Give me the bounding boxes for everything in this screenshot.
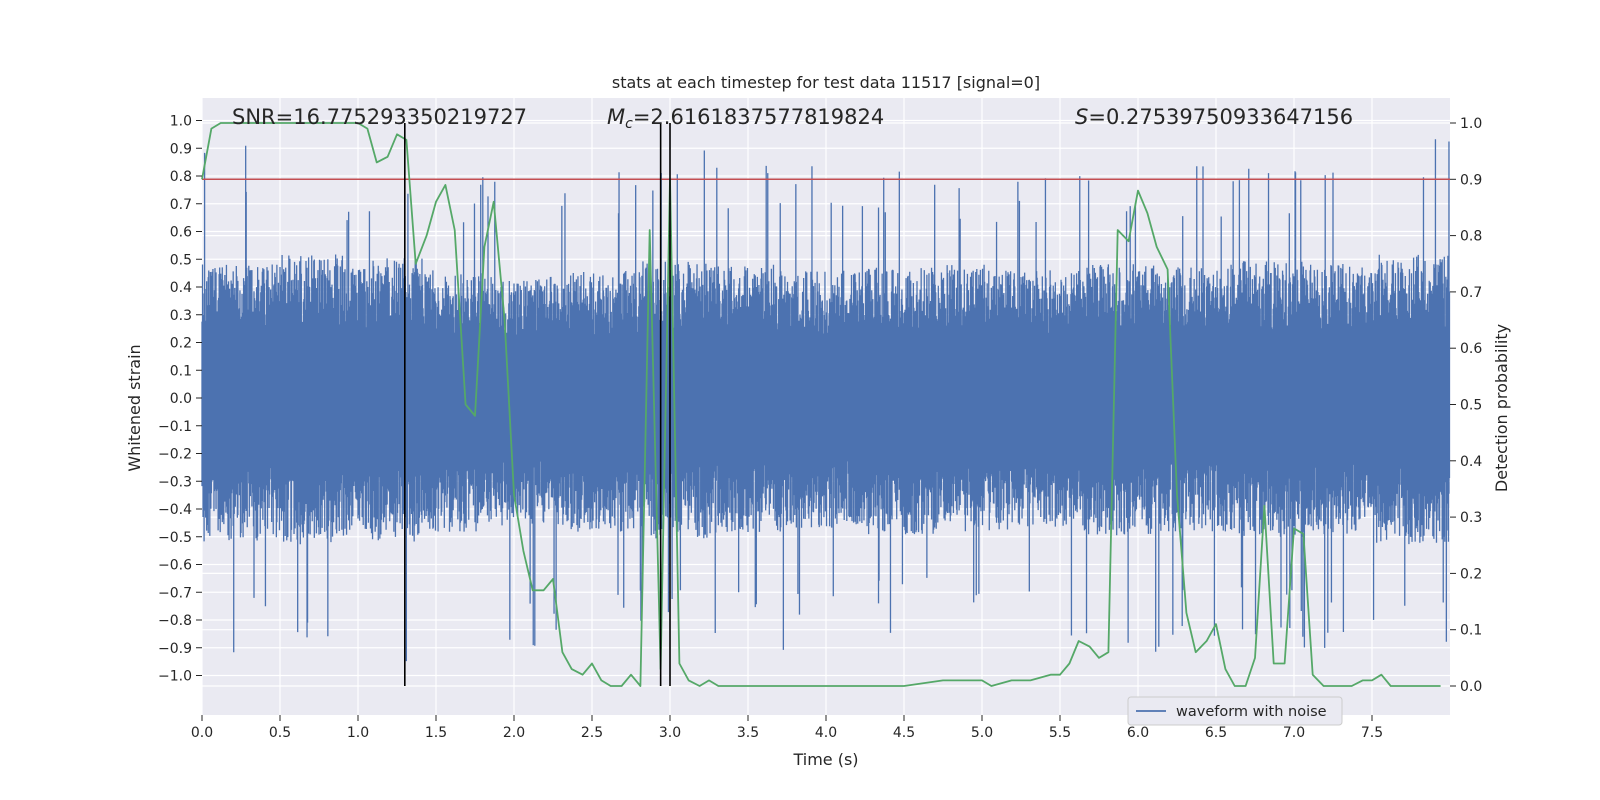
y-left-tick-label: 0.6 <box>170 225 192 241</box>
mc-subscript: c <box>625 116 633 132</box>
y-right-tick-label: 0.1 <box>1460 623 1482 639</box>
x-tick-label: 5.5 <box>1049 725 1071 741</box>
y-left-tick-label: −0.1 <box>158 419 192 435</box>
x-tick-label: 0.0 <box>191 725 213 741</box>
y-left-tick-label: 0.1 <box>170 363 192 379</box>
y-left-tick-label: −0.9 <box>158 641 192 657</box>
probability-series <box>201 122 1450 687</box>
legend: waveform with noise <box>1127 696 1343 726</box>
x-tick-label: 1.0 <box>347 725 369 741</box>
x-axis-label: Time (s) <box>792 750 858 769</box>
x-tick-label: 3.5 <box>737 725 759 741</box>
y-right-tick-label: 0.2 <box>1460 566 1482 582</box>
x-tick-label: 4.0 <box>815 725 837 741</box>
legend-box <box>1127 696 1343 726</box>
x-tick-label: 5.0 <box>971 725 993 741</box>
y-left-tick-label: 0.9 <box>170 141 192 157</box>
y-left-tick-label: −1.0 <box>158 669 192 685</box>
y-left-tick-label: 0.7 <box>170 197 192 213</box>
y-left-tick-label: −0.4 <box>158 502 192 518</box>
y-left-tick-label: 0.3 <box>170 308 192 324</box>
y-right-tick-label: 0.7 <box>1460 285 1482 301</box>
y-left-tick-label: 1.0 <box>170 114 192 130</box>
x-tick-label: 2.5 <box>581 725 603 741</box>
x-tick-label: 0.5 <box>269 725 291 741</box>
x-tick-label: 2.0 <box>503 725 525 741</box>
y-right-tick-label: 0.5 <box>1460 398 1482 414</box>
y-left-tick-label: −0.3 <box>158 474 192 490</box>
probability-line <box>201 122 1441 687</box>
mc-value: =2.6161837577819824 <box>633 105 884 129</box>
y-right-tick-label: 0.8 <box>1460 229 1482 245</box>
x-tick-label: 6.0 <box>1127 725 1149 741</box>
x-tick-label: 6.5 <box>1205 725 1227 741</box>
y-left-tick-label: 0.4 <box>170 280 192 296</box>
y-left-tick-label: −0.5 <box>158 530 192 546</box>
x-tick-label: 3.0 <box>659 725 681 741</box>
y-right-tick-label: 0.3 <box>1460 510 1482 526</box>
x-tick-label: 7.5 <box>1361 725 1383 741</box>
y-left-tick-label: 0.2 <box>170 336 192 352</box>
chart-title: stats at each timestep for test data 115… <box>612 73 1040 92</box>
mc-symbol: M <box>607 105 625 129</box>
x-tick-label: 7.0 <box>1283 725 1305 741</box>
y-left-tick-label: 0.5 <box>170 252 192 268</box>
waveform-series <box>201 139 1451 662</box>
s-annotation: S=0.27539750933647156 <box>1075 105 1353 129</box>
y-right-tick-label: 1.0 <box>1460 116 1482 132</box>
s-value: =0.27539750933647156 <box>1088 105 1353 129</box>
y-right-tick-label: 0.6 <box>1460 341 1482 357</box>
y-left-tick-label: −0.2 <box>158 447 192 463</box>
x-tick-label: 4.5 <box>893 725 915 741</box>
vertical-markers <box>403 123 671 686</box>
y-left-tick-label: −0.8 <box>158 613 192 629</box>
s-symbol: S <box>1075 105 1088 129</box>
y-axis-left-label: Whitened strain <box>125 344 144 471</box>
y-axis-right-label: Detection probability <box>1492 324 1511 492</box>
waveform-core <box>202 342 1450 460</box>
x-tick-label: 1.5 <box>425 725 447 741</box>
y-left-tick-label: 0.8 <box>170 169 192 185</box>
tick-labels: 0.0 0.5 1.0 1.5 2.0 2.5 3.0 3.5 4.0 4.5 5.0 5.5 6.0 6… <box>158 114 1482 742</box>
y-right-tick-label: 0.9 <box>1460 172 1482 188</box>
chirp-mass-annotation: Mc=2.6161837577819824 <box>607 105 884 132</box>
y-right-tick-label: 0.4 <box>1460 454 1482 470</box>
y-left-tick-label: 0.0 <box>170 391 192 407</box>
y-left-tick-label: −0.7 <box>158 585 192 601</box>
legend-label: waveform with noise <box>1176 704 1327 720</box>
y-left-tick-label: −0.6 <box>158 558 192 574</box>
snr-annotation: SNR=16.775293350219727 <box>232 105 527 129</box>
y-right-tick-label: 0.0 <box>1460 679 1482 695</box>
